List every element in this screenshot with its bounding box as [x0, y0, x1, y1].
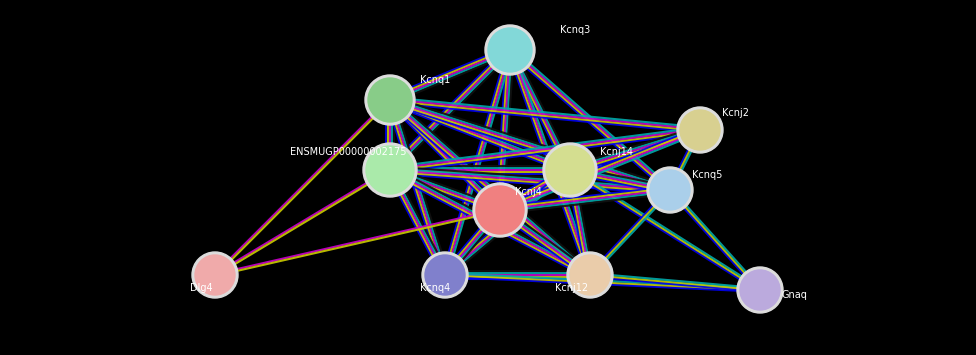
Circle shape [488, 28, 532, 72]
Text: Gnaq: Gnaq [782, 290, 808, 300]
Circle shape [476, 186, 524, 234]
Circle shape [425, 255, 465, 295]
Circle shape [650, 170, 690, 210]
Text: Kcnj4: Kcnj4 [515, 187, 542, 197]
Circle shape [570, 255, 610, 295]
Circle shape [740, 270, 780, 310]
Text: Kcnq4: Kcnq4 [420, 283, 450, 293]
Circle shape [195, 255, 235, 295]
Circle shape [647, 167, 693, 213]
Circle shape [737, 267, 783, 313]
Circle shape [485, 25, 535, 75]
Circle shape [192, 252, 238, 298]
Circle shape [365, 75, 415, 125]
Circle shape [366, 146, 414, 194]
Circle shape [567, 252, 613, 298]
Text: Kcnq1: Kcnq1 [420, 75, 450, 85]
Text: Kcnq3: Kcnq3 [560, 25, 590, 35]
Circle shape [368, 78, 412, 122]
Text: Kcnj12: Kcnj12 [555, 283, 589, 293]
Circle shape [546, 146, 594, 194]
Text: Kcnj2: Kcnj2 [722, 108, 749, 118]
Circle shape [473, 183, 527, 237]
Text: ENSMUGP00000002175: ENSMUGP00000002175 [290, 147, 406, 157]
Text: Dlg4: Dlg4 [190, 283, 213, 293]
Circle shape [677, 107, 723, 153]
Circle shape [680, 110, 720, 150]
Text: Kcnj14: Kcnj14 [600, 147, 633, 157]
Text: Kcnq5: Kcnq5 [692, 170, 722, 180]
Circle shape [543, 143, 597, 197]
Circle shape [422, 252, 468, 298]
Circle shape [363, 143, 417, 197]
